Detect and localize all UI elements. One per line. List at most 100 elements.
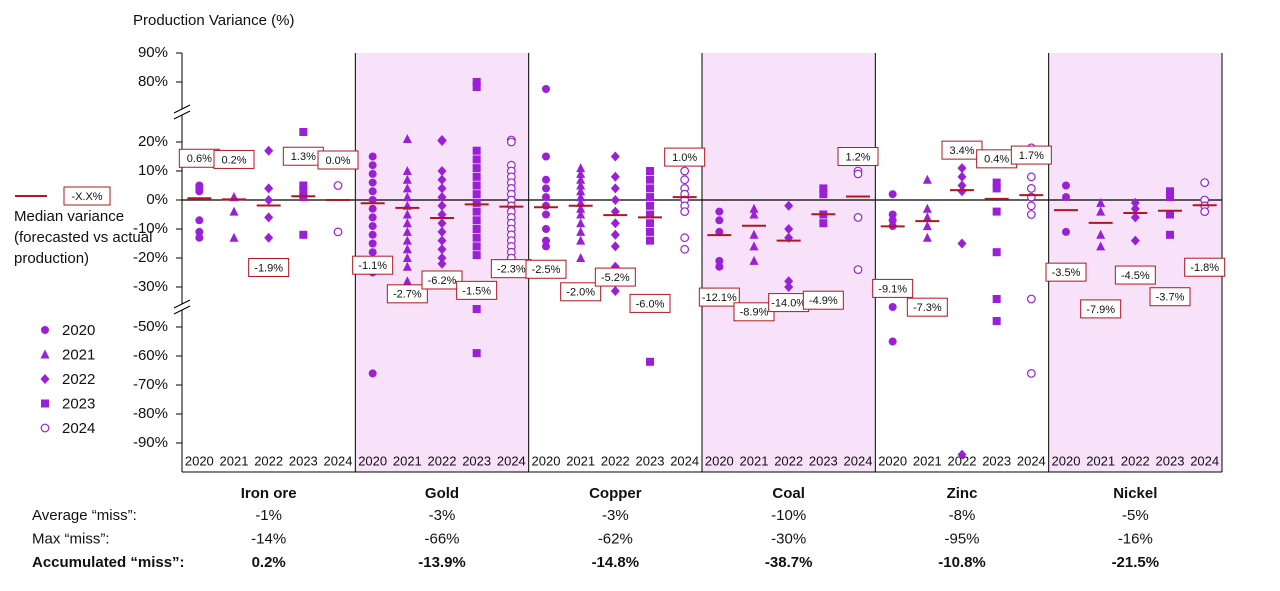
median-label-box (1149, 287, 1191, 307)
median-label-box (317, 150, 359, 170)
data-point (1130, 212, 1140, 223)
data-point (853, 212, 863, 222)
data-point (437, 174, 447, 185)
data-point (576, 209, 586, 219)
data-point (610, 183, 620, 194)
data-point (888, 303, 897, 311)
table-cell: -16% (1118, 530, 1153, 547)
data-point (402, 226, 412, 236)
data-point (610, 218, 620, 229)
data-point (472, 83, 481, 91)
data-point (888, 210, 897, 219)
data-point (992, 248, 1001, 257)
data-point (957, 449, 967, 460)
group-name: Zinc (947, 485, 978, 502)
median-label-box (1184, 257, 1226, 277)
x-tick-label: 2020 (532, 453, 561, 468)
median-label: 0.6% (187, 153, 212, 165)
data-point (957, 163, 967, 174)
y-tick-label: 0% (146, 191, 168, 208)
data-point (646, 227, 654, 236)
data-point (819, 219, 828, 228)
legend-label: 2023 (62, 395, 95, 412)
data-point (784, 282, 794, 292)
x-tick-label: 2021 (1086, 453, 1115, 468)
x-tick-label: 2023 (289, 453, 318, 468)
median-label-box (248, 258, 290, 278)
median-label-box (906, 297, 948, 317)
data-point (472, 155, 481, 164)
median-label: -4.9% (809, 295, 838, 307)
median-label: -2.0% (566, 287, 595, 299)
x-tick-label: 2024 (1190, 453, 1219, 468)
data-point (542, 152, 550, 161)
data-point (437, 218, 447, 229)
x-tick-label: 2024 (324, 453, 353, 468)
median-label: -2.5% (532, 264, 561, 276)
data-point (368, 248, 377, 257)
data-point (1200, 178, 1210, 188)
data-point (333, 227, 343, 237)
x-tick-label: 2023 (462, 453, 491, 468)
data-point (368, 161, 377, 170)
data-point (1200, 207, 1210, 217)
data-point (299, 128, 308, 136)
median-label: -2.7% (393, 289, 422, 301)
y-tick-label: -90% (133, 434, 168, 451)
median-label: -3.7% (1156, 292, 1185, 304)
data-point (402, 174, 412, 184)
median-label: 3.4% (949, 145, 974, 157)
x-tick-label: 2022 (774, 453, 803, 468)
median-label: 1.2% (845, 151, 870, 163)
data-point (229, 206, 239, 216)
median-label-box (1010, 145, 1052, 165)
data-point (299, 187, 308, 196)
y-axis-title: Production Variance (%) (133, 12, 294, 29)
table-cell: -14.8% (592, 554, 640, 571)
median-label: -1.8% (1190, 262, 1219, 274)
data-point (368, 169, 377, 178)
median-label-box (664, 147, 706, 167)
data-point (1026, 201, 1036, 211)
x-tick-label: 2022 (948, 453, 977, 468)
data-point (992, 207, 1001, 216)
median-label: -7.9% (1086, 304, 1115, 316)
group-name: Copper (589, 485, 642, 502)
data-point (1096, 241, 1106, 251)
data-point (402, 276, 412, 286)
data-point (749, 209, 759, 219)
data-point (542, 193, 550, 202)
data-point (715, 216, 724, 225)
median-label: 1.3% (291, 151, 316, 163)
median-label: -1.1% (358, 260, 387, 272)
data-point (749, 255, 759, 265)
data-point (402, 218, 412, 228)
median-label: -1.5% (462, 285, 491, 297)
median-label: -5.2% (601, 272, 630, 284)
median-label: 1.7% (1019, 150, 1044, 162)
table-cell: -1% (255, 507, 282, 524)
data-point (715, 256, 724, 265)
data-point (646, 357, 654, 366)
x-tick-label: 2023 (636, 453, 665, 468)
legend-label: 2021 (62, 346, 95, 363)
median-label-box (594, 267, 636, 287)
legend-marker (40, 423, 50, 433)
x-tick-label: 2021 (566, 453, 595, 468)
median-label-box (1114, 265, 1156, 285)
data-point (1026, 294, 1036, 304)
legend-median-label: -X.X% (71, 191, 102, 203)
median-label-box (386, 284, 428, 304)
data-point (368, 178, 377, 187)
legend-marker (40, 374, 50, 384)
data-point (368, 230, 377, 239)
data-point (472, 305, 481, 313)
table-row-label: Max “miss”: (32, 530, 110, 547)
data-point (542, 201, 550, 210)
table-cell: -8% (949, 507, 976, 524)
x-tick-label: 2023 (1156, 453, 1185, 468)
table-cell: -3% (602, 507, 629, 524)
median-label-box (525, 259, 567, 279)
x-tick-label: 2021 (740, 453, 769, 468)
